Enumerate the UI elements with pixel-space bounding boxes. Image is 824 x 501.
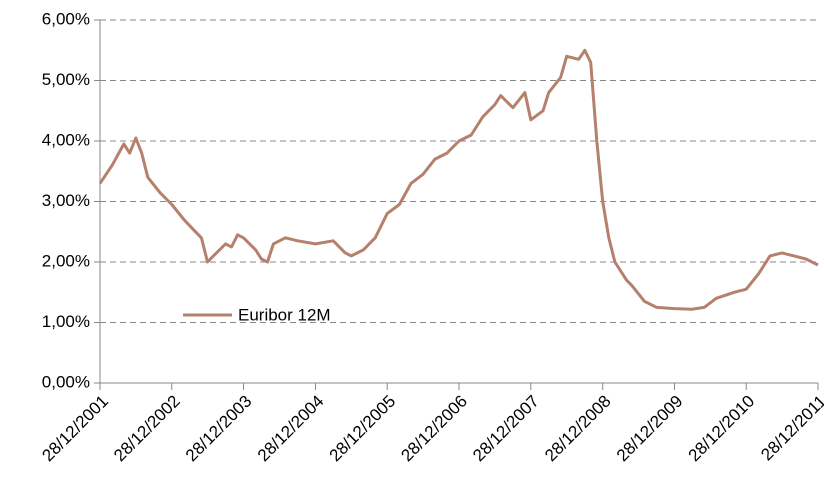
y-tick-label: 0,00% [42,372,90,391]
y-tick-label: 4,00% [42,130,90,149]
x-tick-label: 28/12/2002 [110,392,184,466]
y-tick-label: 6,00% [42,9,90,28]
x-tick-label: 28/12/2011 [757,392,824,465]
x-tick-label: 28/12/2003 [182,392,256,466]
x-tick-label: 28/12/2007 [469,392,543,466]
x-tick-label: 28/12/2004 [254,392,328,466]
x-tick-label: 28/12/2006 [397,392,471,466]
y-tick-label: 1,00% [42,312,90,331]
line [98,48,819,311]
x-tick-label: 28/12/2008 [541,392,615,466]
x-tick-label: 28/12/2001 [38,392,112,466]
x-tick-label: 28/12/2009 [613,392,687,466]
y-tick-label: 3,00% [42,191,90,210]
y-tick-label: 2,00% [42,251,90,270]
x-tick-label: 28/12/2010 [685,392,759,466]
legend-label: Euribor 12M [238,305,331,324]
x-tick-label: 28/12/2005 [326,392,400,466]
y-tick-label: 5,00% [42,70,90,89]
